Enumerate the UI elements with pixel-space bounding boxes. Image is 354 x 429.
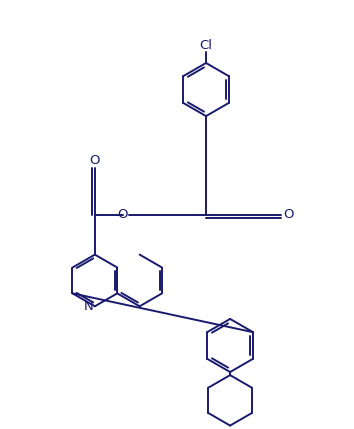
Text: O: O xyxy=(117,208,128,221)
Text: N: N xyxy=(83,300,93,313)
Text: O: O xyxy=(283,208,294,221)
Text: O: O xyxy=(90,154,100,167)
Text: Cl: Cl xyxy=(200,39,212,51)
